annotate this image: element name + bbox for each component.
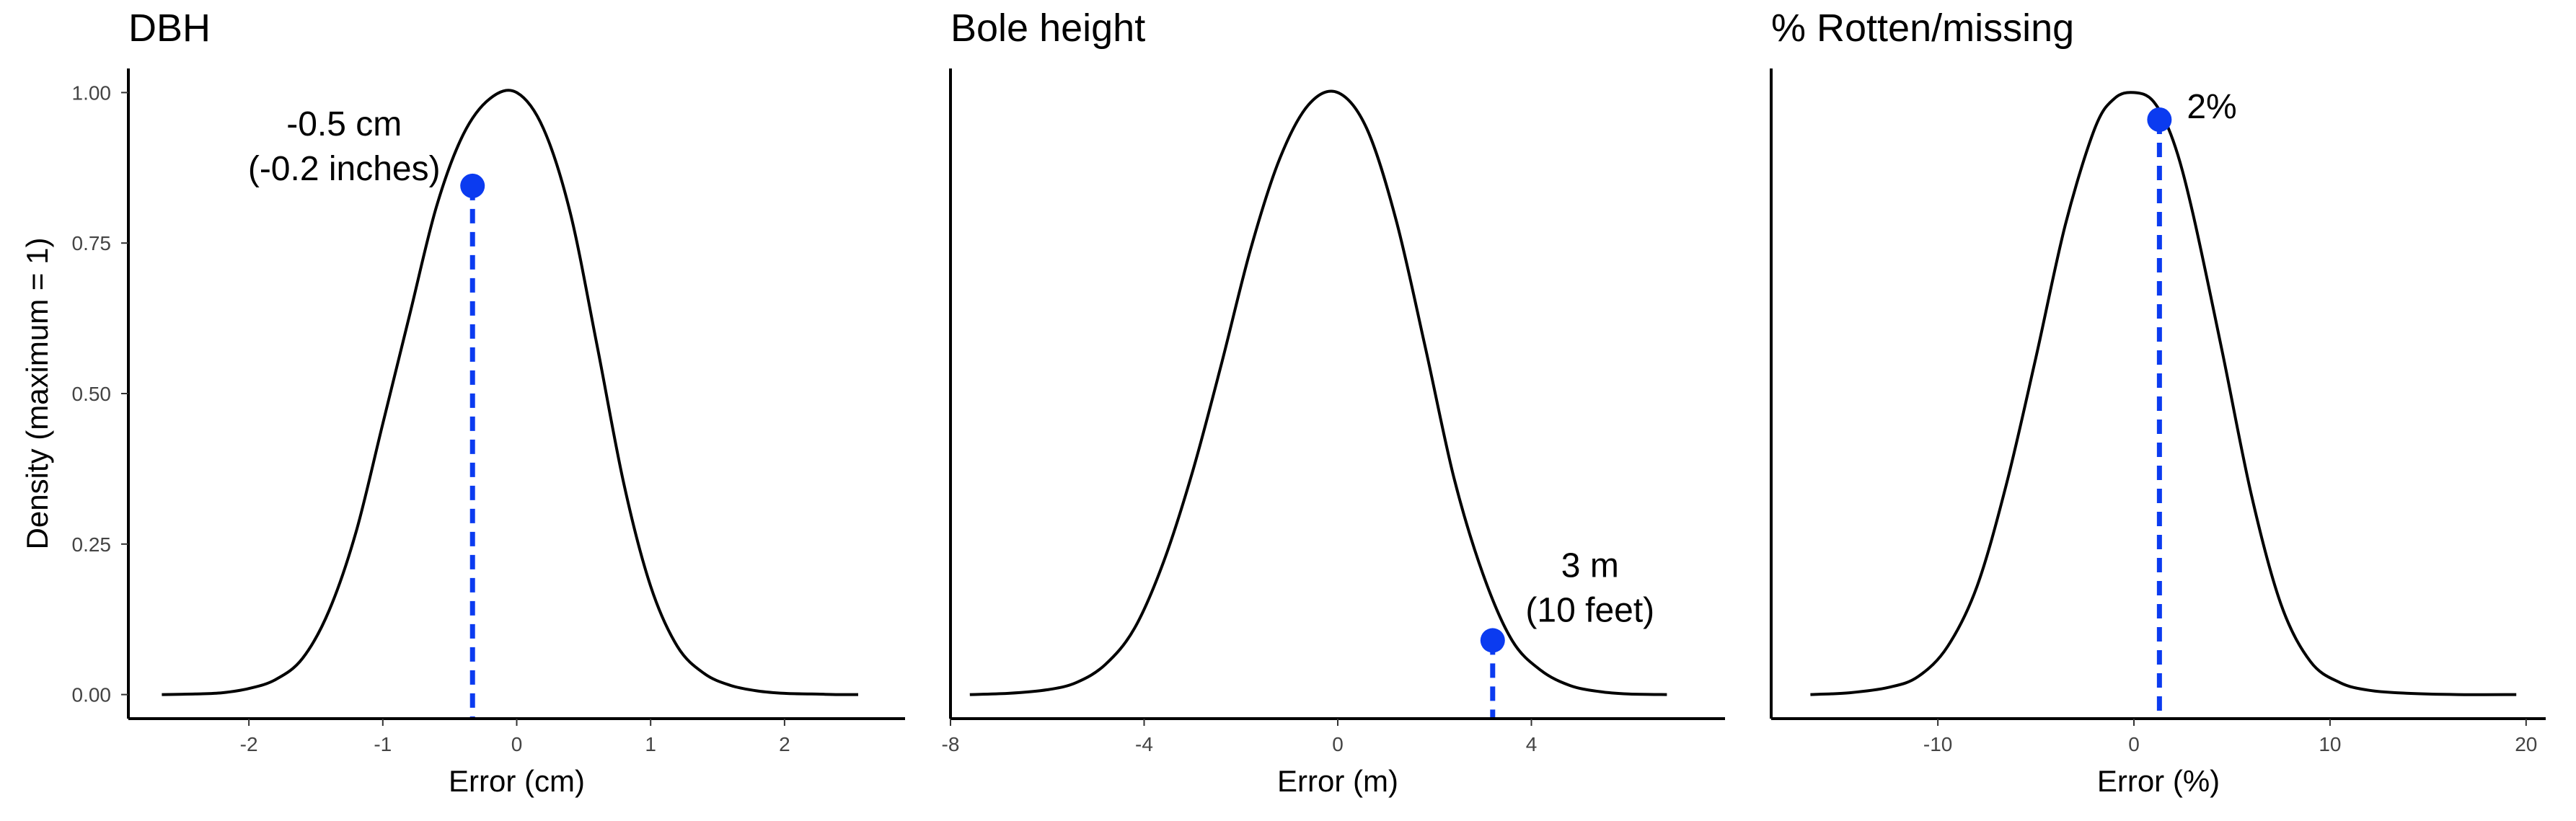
x-tick-label: 0	[2128, 733, 2140, 755]
highlight-annotation: 2%	[2187, 88, 2236, 126]
x-tick-label: 4	[1526, 733, 1538, 755]
x-tick-label: 10	[2319, 733, 2341, 755]
chart-panel-3: % Rotten/missing -10 0 10 20 Error (%) 2%	[1770, 6, 2546, 798]
x-tick-label: -2	[240, 733, 258, 755]
x-tick-label: 20	[2515, 733, 2537, 755]
x-tick-label: 0	[511, 733, 523, 755]
y-axis-title: Density (maximum = 1)	[20, 238, 54, 550]
x-tick-label: 2	[779, 733, 790, 755]
x-tick-label: -1	[374, 733, 392, 755]
y-tick-label: 0.25	[72, 533, 112, 556]
x-axis-title: Error (cm)	[449, 764, 585, 798]
highlight-annotation: (-0.2 inches)	[248, 150, 441, 188]
density-curve	[969, 89, 1667, 696]
density-curve	[1810, 91, 2517, 696]
panel-title: DBH	[128, 6, 211, 50]
chart-panel-1: DBH -2 -1 0 1 2 0.00 0.25 0.50 0.75 1.00 Error (cm)…	[20, 6, 905, 798]
x-tick-label: -10	[1923, 733, 1952, 755]
highlight-annotation: 3 m	[1561, 546, 1619, 585]
y-tick-label: 0.75	[72, 232, 112, 254]
x-tick-label: -4	[1135, 733, 1153, 755]
y-tick-label: 1.00	[72, 81, 112, 104]
x-tick-label: 0	[1332, 733, 1344, 755]
y-tick-label: 0.00	[72, 684, 112, 706]
highlight-annotation: -0.5 cm	[286, 105, 402, 143]
x-tick-label: -8	[942, 733, 960, 755]
highlight-annotation: (10 feet)	[1525, 591, 1654, 629]
y-tick-label: 0.50	[72, 383, 112, 405]
chart-panel-2: Bole height -8 -4 0 4 Error (m) 3 m (10 feet)	[942, 6, 1725, 798]
x-axis-title: Error (m)	[1277, 764, 1398, 798]
highlight-point	[460, 173, 485, 198]
panel-title: % Rotten/missing	[1771, 6, 2074, 50]
x-tick-label: 1	[645, 733, 656, 755]
density-curve	[162, 89, 859, 696]
x-axis-title: Error (%)	[2097, 764, 2220, 798]
highlight-point	[1480, 628, 1505, 653]
highlight-point	[2147, 107, 2172, 132]
panel-title: Bole height	[950, 6, 1145, 50]
